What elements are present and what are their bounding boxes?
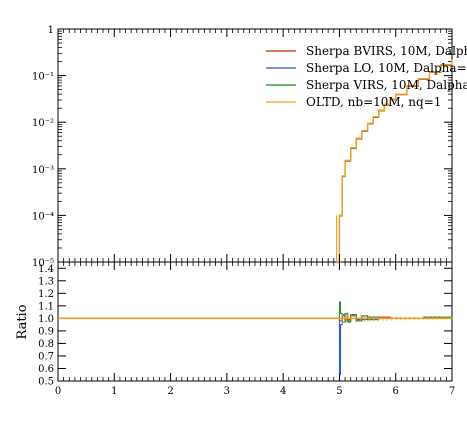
legend-label: Sherpa LO, 10M, Dalpha=	[306, 61, 467, 75]
xtick-label: 7	[449, 386, 455, 397]
legend-label: Sherpa VIRS, 10M, Dalpha	[306, 78, 467, 92]
ratio-panel-frame	[57, 261, 453, 382]
legend-label: OLTD, nb=10M, nq=1	[306, 95, 441, 109]
xtick-label: 1	[111, 386, 117, 397]
ratio-ytick-label: 0.6	[38, 364, 54, 375]
ratio-ytick-label: 1.3	[38, 276, 54, 287]
main-ytick-label: 1	[48, 25, 54, 36]
main-y-ticks: 1 10⁻¹ 10⁻² 10⁻³ 10⁻⁴ 10⁻⁵	[32, 25, 452, 269]
xtick-label: 6	[393, 386, 399, 397]
ratio-ytick-label: 0.5	[38, 377, 54, 388]
ratio-axis-title: Ratio	[15, 304, 30, 339]
x-axis-ticks: 0 1 2 3 4 5 6 7	[55, 29, 455, 397]
main-ytick-label: 10⁻¹	[32, 72, 54, 83]
xtick-label: 5	[336, 386, 342, 397]
xtick-label: 4	[280, 386, 286, 397]
xtick-label: 0	[55, 386, 61, 397]
ratio-y-ticks: 1.41.3 1.21.1 1.00.9 0.80.7 0.6 0.5	[38, 264, 452, 388]
main-ytick-label: 10⁻⁵	[32, 258, 54, 269]
legend-label: Sherpa BVIRS, 10M, Dalph	[306, 44, 467, 58]
xtick-label: 2	[167, 386, 173, 397]
ratio-ytick-label: 0.7	[38, 351, 54, 362]
ratio-ytick-label: 0.9	[38, 326, 54, 337]
ratio-series-line	[58, 314, 452, 376]
main-series-group	[336, 59, 453, 264]
ratio-ytick-label: 1.4	[38, 264, 54, 275]
main-ytick-label: 10⁻²	[32, 118, 54, 129]
ratio-series-group	[58, 301, 453, 376]
ratio-ytick-label: 0.8	[38, 339, 54, 350]
main-ytick-label: 10⁻³	[32, 165, 54, 176]
ratio-ytick-label: 1.2	[38, 289, 54, 300]
main-series-line	[336, 59, 453, 263]
main-minor-ticks	[58, 30, 452, 249]
ratio-series-line	[58, 301, 453, 323]
main-ytick-label: 10⁻⁴	[32, 211, 54, 222]
xtick-label: 3	[224, 386, 230, 397]
ratio-ytick-label: 1.0	[38, 314, 54, 325]
ratio-ytick-label: 1.1	[38, 301, 54, 312]
legend: Sherpa BVIRS, 10M, Dalph Sherpa LO, 10M, …	[266, 44, 467, 109]
